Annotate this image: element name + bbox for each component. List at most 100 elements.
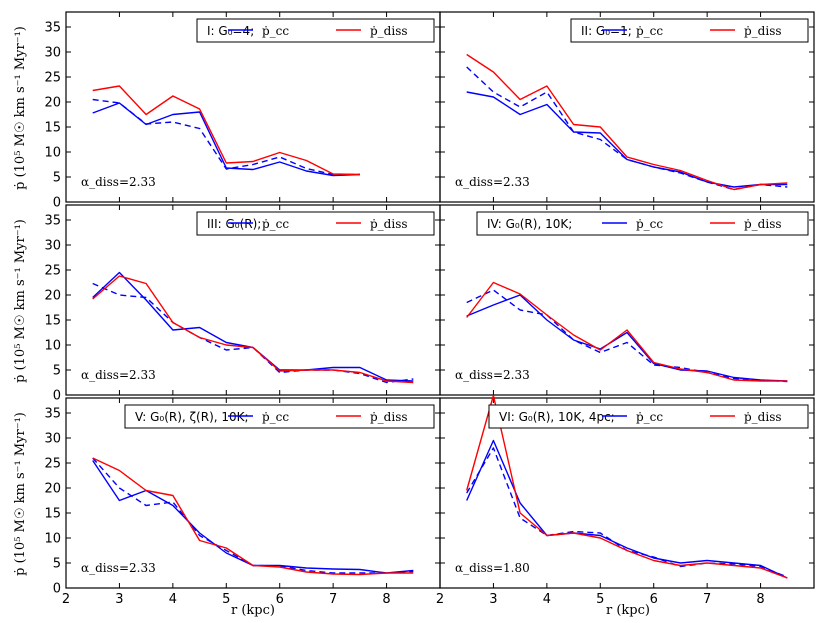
legend-pdiss-label: ṗ_diss [370,24,408,38]
alpha-annotation: α_diss=2.33 [81,175,156,189]
series-line-pdiss [92,275,414,384]
series-line-pdiss [466,394,788,579]
y-tick-label: 5 [53,171,61,186]
legend-pdiss-label: ṗ_diss [370,410,408,424]
legend-pcc-label: ṗ_cc [262,217,289,231]
x-axis-label-right: r (kpc) [606,603,650,618]
panel-V: 0 5 10 15 20 25 30 35 2 3 4 5 6 7 8 α_diss=2.33 V: G₀(R)… [44,397,441,607]
axes-frame [439,11,815,203]
series-line-pdiss [466,53,788,191]
axes-frame [439,204,815,396]
legend-pcc-label: ṗ_cc [636,217,663,231]
panel-VI: 2 3 4 5 6 7 8 α_diss=1.80 VI: G₀(R), 10K, 4pc; ṗ_… [436,394,815,607]
legend-pcc-label: ṗ_cc [262,24,289,38]
x-tick-label: 4 [543,592,551,607]
series-line-pcc-dashed [92,457,414,574]
series-line-pcc-dashed [466,447,788,578]
x-tick-label: 6 [650,592,658,607]
alpha-annotation: α_diss=2.33 [81,561,156,575]
x-tick-label: 3 [115,592,123,607]
x-tick-label: 6 [276,592,284,607]
y-tick-label: 35 [44,407,61,422]
y-tick-label: 0 [53,196,61,211]
legend-title: I: G₀=4; [207,24,254,38]
series-line-pcc [92,271,414,382]
series-line-pcc [92,460,414,574]
legend-box [196,18,435,43]
y-axis-label-top: ṗ (10⁵ M☉ km s⁻¹ Myr⁻¹) [13,26,28,190]
y-axis-label-middle: ṗ (10⁵ M☉ km s⁻¹ Myr⁻¹) [13,219,28,383]
panel-IV: α_diss=2.33 IV: G₀(R), 10K; ṗ_cc ṗ_diss [439,204,815,396]
alpha-annotation: α_diss=2.33 [455,368,530,382]
y-tick-label: 20 [44,482,61,497]
x-tick-label: 2 [62,592,70,607]
legend-pcc-label: ṗ_cc [636,410,663,424]
legend-pcc-label: ṗ_cc [262,410,289,424]
legend-pdiss-label: ṗ_diss [370,217,408,231]
y-axis-label-bottom: ṗ (10⁵ M☉ km s⁻¹ Myr⁻¹) [13,412,28,576]
x-tick-label: 4 [169,592,177,607]
series-line-pdiss [466,281,788,382]
series-line-pcc [466,439,788,579]
y-tick-label: 30 [44,46,61,61]
y-tick-label: 0 [53,582,61,597]
x-axis-label-left: r (kpc) [231,603,275,618]
legend-box [124,404,435,429]
legend-title: III: G₀(R); [207,217,261,231]
alpha-annotation: α_diss=2.33 [81,368,156,382]
y-tick-label: 25 [44,71,61,86]
x-tick-label: 8 [382,592,390,607]
y-tick-label: 25 [44,457,61,472]
legend-pdiss-label: ṗ_diss [744,24,782,38]
y-tick-label: 10 [44,339,61,354]
y-tick-label: 5 [53,364,61,379]
series-line-pcc-dashed [466,66,788,191]
y-tick-label: 25 [44,264,61,279]
y-tick-label: 35 [44,214,61,229]
x-tick-label: 7 [703,592,711,607]
y-tick-label: 10 [44,146,61,161]
x-tick-label: 3 [489,592,497,607]
legend-box [196,211,435,236]
legend-title: II: G₀=1; [581,24,632,38]
alpha-annotation: α_diss=2.33 [455,175,530,189]
panel-II: α_diss=2.33 II: G₀=1; ṗ_cc ṗ_diss [439,11,815,203]
legend-box [476,211,809,236]
legend-box [488,404,809,429]
y-tick-label: 15 [44,314,61,329]
y-tick-label: 0 [53,389,61,404]
alpha-annotation: α_diss=1.80 [455,561,530,575]
panel-III: 0 5 10 15 20 25 30 35 α_diss=2.33 III: G₀(R); ṗ_cc… [44,204,441,404]
legend-pcc-label: ṗ_cc [636,24,663,38]
panel-I: 0 5 10 15 20 25 30 35 α_diss=2.33 I: G₀=4; ṗ_cc ṗ_d… [44,11,441,211]
y-tick-label: 5 [53,557,61,572]
legend-pdiss-label: ṗ_diss [744,410,782,424]
x-tick-label: 8 [756,592,764,607]
y-tick-label: 35 [44,21,61,36]
x-tick-label: 2 [436,592,444,607]
x-tick-label: 5 [222,592,230,607]
series-line-pdiss [92,85,360,176]
y-tick-label: 30 [44,432,61,447]
series-line-pcc [466,91,788,188]
x-tick-label: 5 [596,592,604,607]
y-tick-label: 20 [44,289,61,304]
legend-pdiss-label: ṗ_diss [744,217,782,231]
axes-frame [439,397,815,589]
series-line-pcc-dashed [92,282,414,384]
y-tick-label: 15 [44,121,61,136]
series-line-pcc-dashed [92,98,360,176]
y-tick-label: 20 [44,96,61,111]
y-tick-label: 10 [44,532,61,547]
legend-title: V: G₀(R), ζ(R), 10K; [135,410,249,424]
legend-box [570,18,809,43]
series-line-pcc [466,294,788,382]
y-tick-label: 15 [44,507,61,522]
legend-title: VI: G₀(R), 10K, 4pc; [499,410,615,424]
series-line-pdiss [92,457,414,576]
x-tick-label: 7 [329,592,337,607]
y-tick-label: 30 [44,239,61,254]
legend-title: IV: G₀(R), 10K; [487,217,572,231]
series-line-pcc-dashed [466,289,788,383]
